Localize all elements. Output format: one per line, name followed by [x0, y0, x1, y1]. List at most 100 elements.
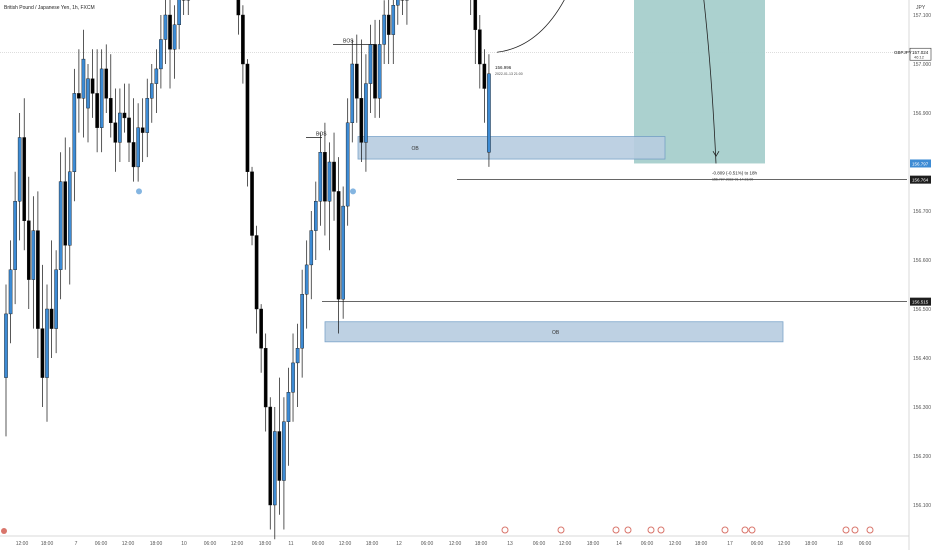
event-marker-icon[interactable]: [625, 527, 631, 533]
x-tick-label: 06:00: [533, 541, 546, 547]
candle-body: [260, 309, 263, 348]
candle-body: [474, 0, 477, 30]
x-tick-label: 12:00: [669, 541, 682, 547]
candle-body: [77, 93, 80, 98]
candle-body: [392, 5, 395, 34]
candle-body: [291, 363, 294, 392]
x-tick-label: 06:00: [312, 541, 325, 547]
signal-marker: [136, 188, 142, 194]
candle-body: [27, 221, 30, 280]
candle-body: [14, 201, 17, 270]
candle-body: [91, 79, 94, 94]
x-tick-label: 18:00: [587, 541, 600, 547]
candle-body: [305, 265, 308, 294]
event-marker-icon[interactable]: [648, 527, 654, 533]
candle-body: [82, 59, 85, 98]
candle-body: [346, 123, 349, 206]
candle-body: [9, 270, 12, 314]
candle-body: [155, 69, 158, 84]
candle-body: [332, 162, 335, 191]
position-bottom-sub: 156.797 2022-01-14 21:00: [712, 177, 753, 181]
candle-body: [387, 15, 390, 35]
candle-body: [109, 98, 112, 123]
price-label-level: 156.515: [912, 299, 929, 304]
candle-body: [310, 231, 313, 265]
candle-body: [173, 25, 176, 50]
candle-body: [59, 182, 62, 270]
candle-body: [45, 309, 48, 378]
candle-body: [378, 44, 381, 98]
event-marker-icon[interactable]: [749, 527, 755, 533]
order-block-label: OB: [412, 146, 420, 152]
candle-body: [178, 0, 181, 25]
x-tick-label: 12:00: [778, 541, 791, 547]
x-tick-label: 12:00: [231, 541, 244, 547]
candle-body: [132, 142, 135, 167]
candle-body: [36, 231, 39, 329]
event-marker-icon[interactable]: [722, 527, 728, 533]
event-marker-icon[interactable]: [558, 527, 564, 533]
bos-label: BOS: [316, 132, 327, 138]
x-tick-label: 06:00: [859, 541, 872, 547]
candle-body: [100, 69, 103, 128]
x-tick-label: 06:00: [95, 541, 108, 547]
event-marker-icon[interactable]: [502, 527, 508, 533]
x-tick-label: 12:00: [559, 541, 572, 547]
candle-body: [383, 15, 386, 44]
candle-body: [478, 30, 481, 64]
event-marker-icon[interactable]: [742, 527, 748, 533]
candle-body: [32, 231, 35, 280]
x-tick-label: 06:00: [751, 541, 764, 547]
candle-body: [150, 84, 153, 99]
candle-body: [137, 128, 140, 167]
x-tick-label: 18:00: [366, 541, 379, 547]
x-tick-label: 13: [507, 541, 513, 547]
candle-body: [355, 64, 358, 98]
y-tick-label: 157.100: [913, 13, 931, 19]
event-marker-icon[interactable]: [852, 527, 858, 533]
candle-body: [351, 64, 354, 123]
candle-body: [364, 84, 367, 143]
x-tick-label: 06:00: [641, 541, 654, 547]
candle-body: [86, 79, 89, 108]
x-tick-label: 06:00: [204, 541, 217, 547]
event-marker-icon[interactable]: [658, 527, 664, 533]
y-tick-label: 156.500: [913, 307, 931, 313]
price-axis[interactable]: 157.900157.800157.600157.500157.400157.3…: [894, 0, 931, 509]
candle-body: [296, 348, 299, 363]
candle-body: [4, 314, 7, 378]
x-tick-label: 17: [727, 541, 733, 547]
x-tick-label: 12:00: [449, 541, 462, 547]
candle-body: [255, 236, 258, 310]
candle-body: [114, 123, 117, 143]
candle-body: [105, 69, 108, 98]
candle-body: [319, 152, 322, 201]
y-tick-label: 156.600: [913, 258, 931, 264]
event-marker-icon[interactable]: [867, 527, 873, 533]
candle-body: [123, 113, 126, 118]
x-tick-label: 14: [616, 541, 622, 547]
candle-body: [68, 172, 71, 246]
candle-body: [250, 172, 253, 236]
candle-body: [396, 0, 399, 5]
event-marker-icon[interactable]: [1, 528, 7, 534]
bos-label: BOS: [343, 38, 354, 44]
x-tick-label: 18:00: [150, 541, 163, 547]
y-tick-label: 156.300: [913, 405, 931, 411]
candle-body: [73, 93, 76, 171]
candle-body: [301, 294, 304, 348]
candle-body: [127, 118, 130, 142]
candle-body: [118, 113, 121, 142]
x-tick-label: 06:00: [421, 541, 434, 547]
event-marker-icon[interactable]: [613, 527, 619, 533]
candles: [4, 0, 490, 539]
candle-body: [487, 74, 490, 152]
chart-title: British Pound / Japanese Yen, 1h, FXCM: [4, 5, 95, 11]
y-tick-label: 156.400: [913, 356, 931, 362]
candle-body: [323, 152, 326, 201]
event-marker-icon[interactable]: [843, 527, 849, 533]
position-bottom-text: -0.809 (-0.51%) to 18h: [712, 170, 758, 175]
